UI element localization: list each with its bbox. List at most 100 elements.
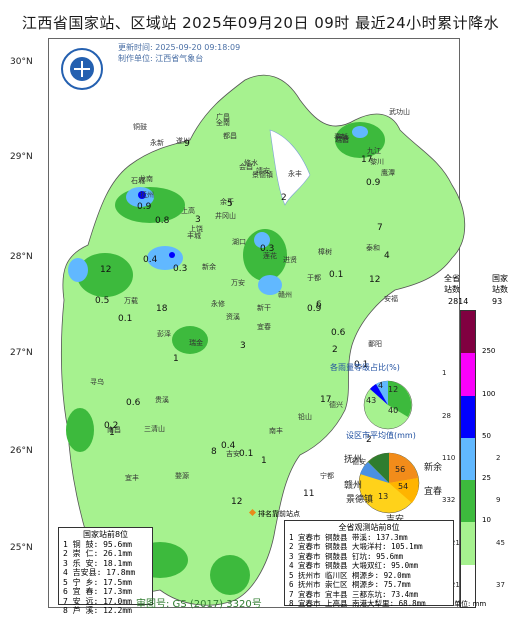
rank-right-row: 2 宜春市 铜鼓县 大塅洋村: 105.1mm (289, 542, 423, 551)
map-approval-number: 审图号: GS (2017) 3320号 (136, 599, 262, 610)
place-label: 丰城 (187, 232, 201, 240)
rain-value: 0.4 (143, 255, 158, 265)
legend-color-segment (461, 564, 475, 607)
pie1-value: 43 (366, 396, 377, 405)
rain-value: 0.8 (155, 216, 170, 226)
rain-value: 9 (184, 139, 190, 149)
rain-value: 1 (173, 354, 179, 364)
rain-value: 0.9 (137, 202, 152, 212)
legend-color-segment (461, 311, 475, 354)
rain-value: 0.6 (126, 398, 141, 408)
rain-value: 0.4 (221, 441, 236, 451)
pie1-value: 40 (388, 406, 399, 415)
legend-header-right: 国家 站数 (492, 274, 508, 294)
pie1-value: 12 (388, 385, 399, 394)
rain-value: 1 (109, 428, 115, 438)
lat-label: 30°N (10, 57, 33, 67)
rain-value: 2 (366, 435, 372, 445)
pie2-title: 设区市平均值(mm) (346, 431, 416, 440)
rain-value: 0.6 (331, 328, 346, 338)
pie2-city: 抚州 (344, 455, 363, 465)
legend-color-segment (461, 395, 475, 438)
legend-unit: 单位: mm (454, 600, 487, 608)
rain-value: 12 (369, 275, 381, 285)
rank-left-row: 1 铜 鼓: 95.6mm (63, 539, 132, 549)
national-station-rank: 国家站前8位 1 铜 鼓: 95.6mm 2 崇 仁: 26.1mm 3 乐 安: … (58, 527, 153, 615)
page-title: 江西省国家站、区域站 2025年09月20日 09时 最近24小时累计降水 (21, 14, 500, 32)
place-label: 瑞金 (189, 339, 203, 347)
place-label: 九江 (367, 147, 381, 155)
rain-patch-blue (258, 275, 282, 295)
rain-value: 5 (227, 199, 233, 209)
place-label: 永丰 (288, 170, 302, 178)
pie2-value: 13 (378, 492, 389, 501)
lat-label: 26°N (10, 446, 33, 456)
maker: 制作单位: 江西省气象台 (118, 54, 204, 63)
rain-value: 0.1 (239, 449, 254, 459)
legend: 全省 站数 国家 站数 2814 93 250 100 50 25 10 1 28 110 33… (442, 274, 520, 615)
rain-value: 0.9 (307, 304, 322, 314)
lat-label: 27°N (10, 348, 33, 358)
rain-value: 0.5 (95, 296, 110, 306)
lat-label: 28°N (10, 252, 33, 262)
place-label: 南丰 (269, 427, 283, 435)
place-label: 莲花 (263, 252, 277, 260)
pie1-value: 4 (378, 381, 384, 390)
rank-right-row: 7 宜春市 宜丰县 三都东坑: 73.4mm (289, 589, 419, 599)
rain-value: 1 (261, 456, 267, 466)
place-label: 修水 (244, 159, 258, 167)
place-label: 婺源 (175, 472, 189, 480)
place-label: 湖口 (232, 238, 246, 246)
update-time: 更新时间: 2025-09-20 09:18:09 (118, 43, 241, 52)
place-label: 抚州 (140, 191, 154, 199)
rank-right-row: 6 抚州市 崇仁区 桐源乡: 75.7mm (289, 580, 411, 589)
legend-threshold: 50 (482, 431, 491, 440)
rank-left-rows: 1 铜 鼓: 95.6mm 2 崇 仁: 26.1mm 3 乐 安: 18.1mm 4… (63, 540, 148, 616)
place-label: 铅山 (298, 413, 312, 421)
rain-value: 4 (384, 251, 390, 261)
rank-right-rows: 1 宜春市 铜鼓县 带溪: 137.3mm 2 宜春市 铜鼓县 大塅洋村: 105… (289, 533, 449, 609)
legend-color-segment (461, 522, 475, 565)
legend-icon-text: 排名靠前站点 (258, 510, 300, 518)
place-label: 石城 (131, 177, 145, 185)
place-label: 宁都 (320, 472, 334, 480)
place-label: 永新 (150, 139, 164, 147)
place-label: 彭泽 (157, 330, 171, 338)
rain-value: 11 (303, 489, 315, 499)
place-label: 泰和 (366, 244, 380, 252)
rank-right-row: 4 宜春市 铜鼓县 大塅双红: 95.0mm (289, 561, 419, 570)
rain-value: 0.1 (329, 270, 344, 280)
rain-value: 2 (281, 193, 287, 203)
place-label: 安福 (384, 295, 398, 303)
place-label: 宜丰 (125, 474, 139, 482)
rain-patch-blue (254, 232, 270, 248)
place-label: 三清山 (144, 425, 165, 433)
place-label: 万载 (124, 297, 138, 305)
place-label: 全南 (216, 119, 230, 127)
legend-left-count: 332 (442, 496, 456, 505)
meta-info: 更新时间: 2025-09-20 09:18:09 制作单位: 江西省气象台 (118, 42, 240, 64)
rain-value: 0.3 (260, 244, 275, 254)
place-label: 都昌 (223, 132, 237, 140)
legend-right-count: 45 (496, 538, 505, 547)
place-label: 上饶 (189, 225, 203, 233)
legend-right-count: 37 (496, 580, 505, 589)
rain-value: 6 (316, 300, 322, 310)
legend-header-left: 全省 站数 (444, 274, 460, 294)
place-label: 新余 (202, 263, 216, 271)
pie2-city: 新余 (424, 463, 443, 473)
rain-patch-green (66, 408, 94, 452)
rain-patch-green (243, 229, 287, 281)
rank-left-row: 5 宁 乡: 17.5mm (63, 577, 132, 587)
legend-right-count: 9 (496, 496, 501, 505)
rank-left-row: 7 安 远: 17.0mm (63, 596, 132, 606)
place-label: 赣州 (278, 291, 292, 299)
rain-value: 3 (240, 341, 246, 351)
rain-value: 17 (361, 155, 373, 165)
rank-left-row: 2 崇 仁: 26.1mm (63, 549, 132, 558)
place-label: 奉新 (334, 133, 348, 141)
legend-threshold: 10 (482, 516, 491, 525)
rain-patch-darkblue (138, 191, 146, 199)
rain-value: 17 (320, 395, 332, 405)
